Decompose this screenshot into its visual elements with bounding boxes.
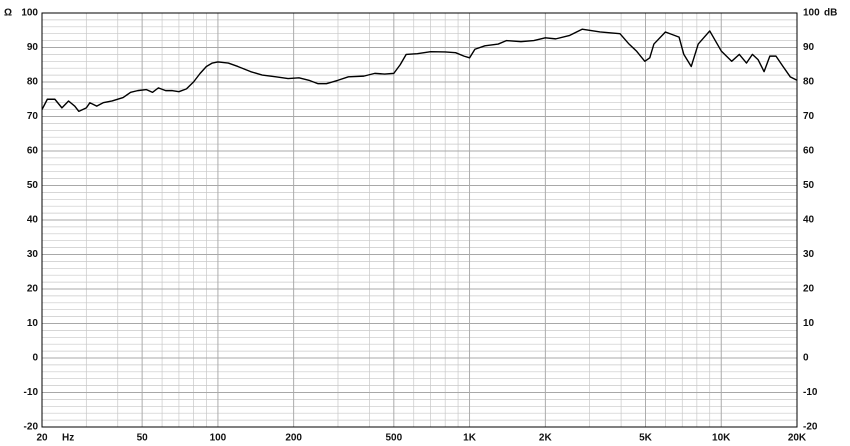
y2-tick-label: -20 (803, 422, 818, 433)
y2-tick-label: 30 (803, 249, 815, 260)
x-tick-label: 20K (788, 433, 807, 444)
y2-tick-label: 40 (803, 215, 815, 226)
x-tick-label: 1K (463, 433, 477, 444)
x-tick-label: 100 (210, 433, 227, 444)
y2-tick-label: 0 (803, 353, 809, 364)
y2-tick-label: 60 (803, 146, 815, 157)
y-tick-label: 40 (27, 215, 39, 226)
y-tick-label: 10 (27, 318, 39, 329)
x-unit: Hz (62, 433, 74, 444)
y2-tick-label: 70 (803, 111, 815, 122)
y2-tick-label: 50 (803, 180, 815, 191)
x-tick-label: 50 (137, 433, 149, 444)
x-tick-label: 500 (385, 433, 402, 444)
y2-tick-label: 90 (803, 42, 815, 53)
y-tick-label: -10 (24, 387, 39, 398)
y-tick-label: 70 (27, 111, 39, 122)
plot-frame (41, 12, 798, 428)
y-tick-label: 80 (27, 77, 39, 88)
y2-tick-label: 20 (803, 284, 815, 295)
y-unit-right: dB (824, 8, 837, 19)
y2-tick-label: 100 (803, 8, 820, 19)
y-tick-label: 0 (32, 353, 38, 364)
x-tick-label: 20 (36, 433, 48, 444)
x-tick-label: 5K (639, 433, 653, 444)
x-tick-label: 10K (712, 433, 731, 444)
y2-tick-label: 80 (803, 77, 815, 88)
response-line (41, 28, 798, 113)
y-tick-label: -20 (24, 422, 39, 433)
y2-tick-label: -10 (803, 387, 818, 398)
y-tick-label: 100 (21, 8, 38, 19)
y2-tick-label: 10 (803, 318, 815, 329)
y-tick-label: 60 (27, 146, 39, 157)
x-tick-label: 200 (285, 433, 302, 444)
y-tick-label: 20 (27, 284, 39, 295)
y-tick-label: 90 (27, 42, 39, 53)
y-tick-label: 30 (27, 249, 39, 260)
y-tick-label: 50 (27, 180, 39, 191)
x-tick-label: 2K (539, 433, 553, 444)
y-unit-left: Ω (4, 8, 12, 19)
